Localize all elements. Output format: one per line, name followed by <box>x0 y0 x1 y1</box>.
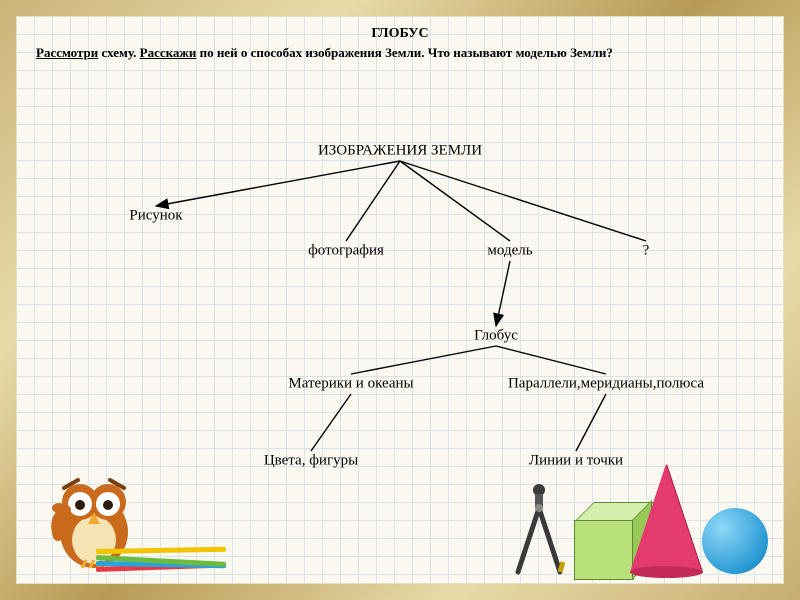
sphere-shape <box>702 508 768 574</box>
edge-parallels-lines <box>576 394 606 451</box>
cone-shape <box>630 464 702 572</box>
edge-root-question <box>400 161 646 241</box>
subtitle-underline-1: Рассмотри <box>36 45 98 60</box>
edge-root-drawing <box>156 161 400 206</box>
subtitle-text-1: схему. <box>98 45 139 60</box>
compass-icon <box>504 480 574 576</box>
edge-globe-parallels <box>496 346 606 374</box>
edge-root-photo <box>346 161 400 241</box>
node-model: модель <box>487 243 532 260</box>
node-drawing: Рисунок <box>129 208 182 225</box>
node-globe: Глобус <box>474 328 518 345</box>
graph-paper: ГЛОБУС Рассмотри схему. Расскажи по ней … <box>16 16 784 584</box>
edge-continents-colors <box>311 394 351 451</box>
geometry-shapes-illustration <box>504 450 774 580</box>
edge-root-model <box>400 161 510 241</box>
node-question: ? <box>643 243 650 260</box>
node-colors: Цвета, фигуры <box>264 453 358 470</box>
page-subtitle: Рассмотри схему. Расскажи по ней о спосо… <box>36 44 764 62</box>
edge-model-globe <box>496 261 510 326</box>
pencils-illustration <box>96 544 256 574</box>
node-continents: Материки и океаны <box>288 376 413 393</box>
node-root: ИЗОБРАЖЕНИЯ ЗЕМЛИ <box>318 143 482 160</box>
node-parallels: Параллели,меридианы,полюса <box>508 376 704 393</box>
page-title: ГЛОБУС <box>16 26 784 42</box>
node-photo: фотография <box>308 243 384 260</box>
subtitle-underline-2: Расскажи <box>140 45 197 60</box>
edge-globe-continents <box>351 346 496 374</box>
subtitle-text-2: по ней о способах изображения Земли. Что… <box>196 45 613 60</box>
